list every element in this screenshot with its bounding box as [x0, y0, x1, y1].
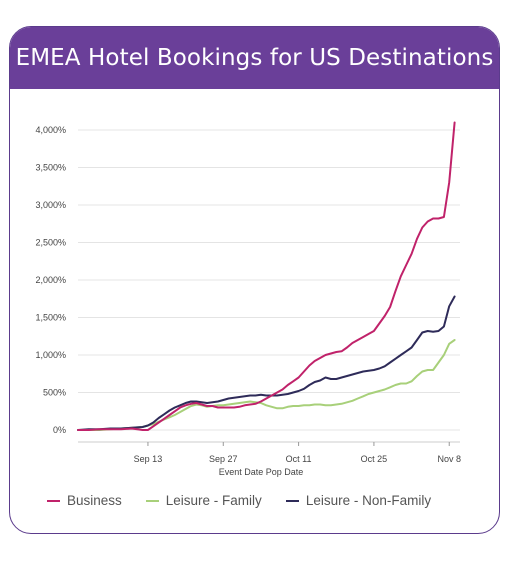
- x-tick-label: Nov 8: [437, 454, 461, 464]
- chart-title: EMEA Hotel Bookings for US Destinations: [10, 27, 499, 89]
- y-tick-label: 3,500%: [35, 163, 66, 173]
- legend-item: Business: [47, 493, 122, 508]
- legend-swatch: [285, 499, 299, 502]
- x-tick-label: Sep 13: [134, 454, 163, 464]
- series-line-leisure-family: [77, 339, 456, 431]
- series-line-leisure-non-family: [77, 295, 456, 431]
- y-tick-label: 2,500%: [35, 238, 66, 248]
- legend-swatch: [47, 499, 60, 502]
- y-tick-label: 4,000%: [35, 125, 66, 135]
- x-tick-label: Oct 11: [286, 454, 312, 464]
- legend-label: Leisure - Non-Family: [305, 493, 432, 508]
- legend-item: Leisure - Non-Family: [285, 493, 432, 508]
- y-tick-label: 500%: [43, 388, 66, 398]
- y-tick-label: 1,500%: [35, 313, 66, 323]
- legend-label: Business: [67, 493, 122, 508]
- legend-swatch: [145, 499, 159, 502]
- y-tick-label: 1,000%: [35, 350, 66, 360]
- x-tick-label: Oct 25: [361, 454, 388, 464]
- y-tick-label: 0%: [53, 425, 66, 435]
- legend-item: Leisure - Family: [145, 493, 262, 508]
- y-tick-label: 3,000%: [35, 200, 66, 210]
- chart-legend: Business Leisure - Family Leisure - Non-Fa…: [47, 493, 431, 508]
- y-tick-label: 2,000%: [35, 275, 66, 285]
- legend-label: Leisure - Family: [165, 493, 262, 508]
- series-line-business: [77, 121, 456, 431]
- x-axis-title: Event Date Pop Date: [219, 467, 304, 477]
- x-tick-label: Sep 27: [209, 454, 238, 464]
